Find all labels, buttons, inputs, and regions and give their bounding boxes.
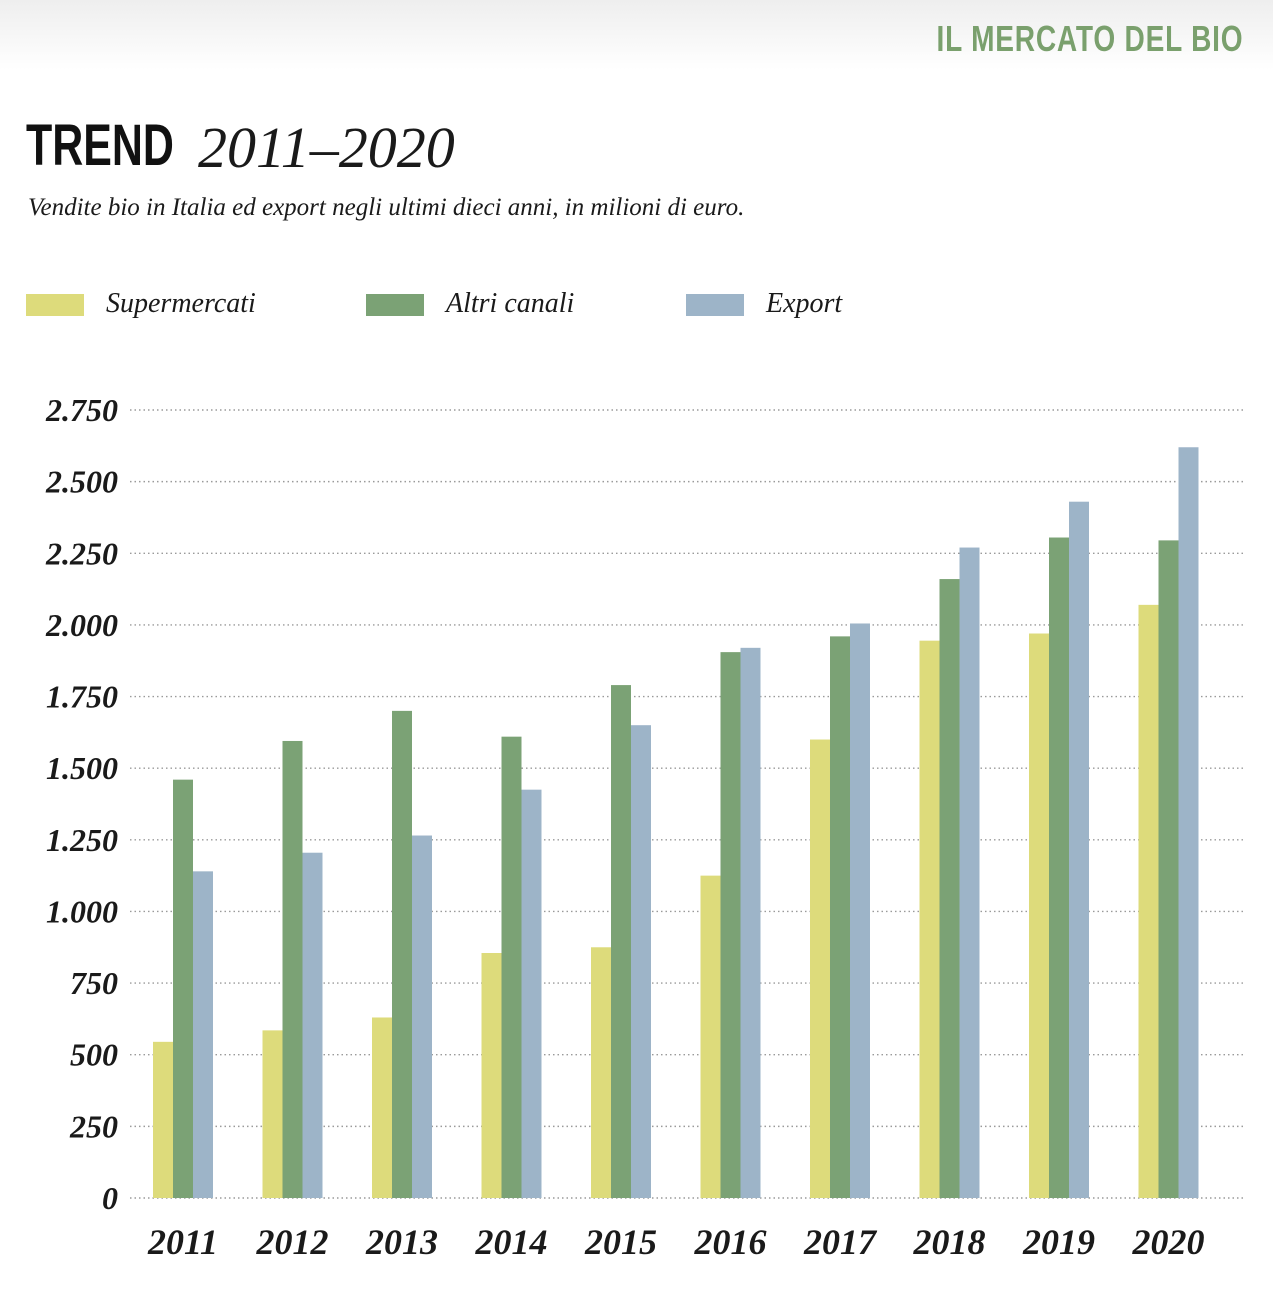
chart-subtitle: Vendite bio in Italia ed export negli ul… [28, 194, 745, 221]
x-tick-label: 2020 [1132, 1222, 1205, 1262]
bar-export [1178, 447, 1199, 1198]
bar-altri-canali [173, 779, 193, 1198]
bar-altri-canali [501, 736, 522, 1198]
bar-altri-canali [611, 685, 631, 1198]
legend-label-supermercati: Supermercati [106, 288, 256, 319]
bar-supermercati [700, 875, 721, 1198]
legend-label-altri-canali: Altri canali [446, 288, 575, 319]
bar-supermercati [591, 947, 611, 1198]
x-tick-label: 2011 [147, 1222, 218, 1262]
bar-export [521, 789, 542, 1198]
bar-supermercati [919, 640, 940, 1198]
bar-altri-canali [830, 636, 850, 1198]
y-tick-label: 1.000 [46, 893, 118, 929]
x-tick-label: 2019 [1022, 1222, 1095, 1262]
chart-title-range: 2011–2020 [198, 115, 455, 180]
y-tick-label: 1.750 [46, 679, 118, 715]
y-tick-label: 1.500 [46, 750, 118, 786]
bar-export [302, 852, 323, 1198]
bar-supermercati [262, 1030, 283, 1198]
x-tick-label: 2013 [365, 1222, 438, 1262]
legend-swatch-supermercati [26, 294, 84, 316]
bar-supermercati [810, 739, 830, 1198]
legend-label-export: Export [766, 288, 843, 319]
y-tick-label: 2.750 [45, 392, 118, 428]
bar-altri-canali [1049, 537, 1069, 1198]
bar-export [412, 835, 432, 1198]
x-tick-label: 2012 [256, 1222, 329, 1262]
bar-export [631, 725, 651, 1198]
bar-export [850, 623, 870, 1198]
y-tick-label: 2.500 [45, 464, 118, 500]
bar-altri-canali [392, 710, 412, 1198]
x-tick-label: 2016 [694, 1222, 767, 1262]
x-tick-label: 2017 [803, 1222, 878, 1262]
y-tick-label: 0 [102, 1180, 118, 1216]
chart-title-main: TREND [26, 113, 174, 178]
bar-chart: 0 250 500 750 1.000 1.250 1.500 1.750 2.000 2.250… [45, 392, 1245, 1262]
legend-swatch-export [686, 294, 744, 316]
legend-swatch-altri-canali [366, 294, 424, 316]
bar-export [1069, 501, 1089, 1198]
y-tick-label: 250 [69, 1108, 118, 1144]
top-band [0, 0, 1273, 70]
y-tick-label: 2.250 [45, 535, 118, 571]
bar-altri-canali [720, 652, 741, 1198]
bar-export [959, 547, 980, 1198]
y-tick-label: 1.250 [46, 822, 118, 858]
bar-export [740, 647, 761, 1198]
bar-supermercati [1138, 604, 1159, 1198]
x-tick-label: 2015 [584, 1222, 657, 1262]
bar-altri-canali [282, 740, 303, 1198]
y-tick-label: 2.000 [45, 607, 118, 643]
y-tick-label: 500 [70, 1037, 118, 1073]
y-tick-label: 750 [70, 965, 118, 1001]
bar-supermercati [1029, 633, 1049, 1198]
bar-supermercati [481, 953, 502, 1198]
bar-supermercati [153, 1041, 173, 1198]
x-tick-label: 2018 [913, 1222, 986, 1262]
bar-altri-canali [939, 579, 960, 1198]
bar-export [193, 871, 213, 1198]
bar-altri-canali [1158, 540, 1179, 1198]
bar-supermercati [372, 1017, 392, 1198]
x-tick-label: 2014 [475, 1222, 548, 1262]
section-label: IL MERCATO DEL BIO [936, 18, 1243, 59]
